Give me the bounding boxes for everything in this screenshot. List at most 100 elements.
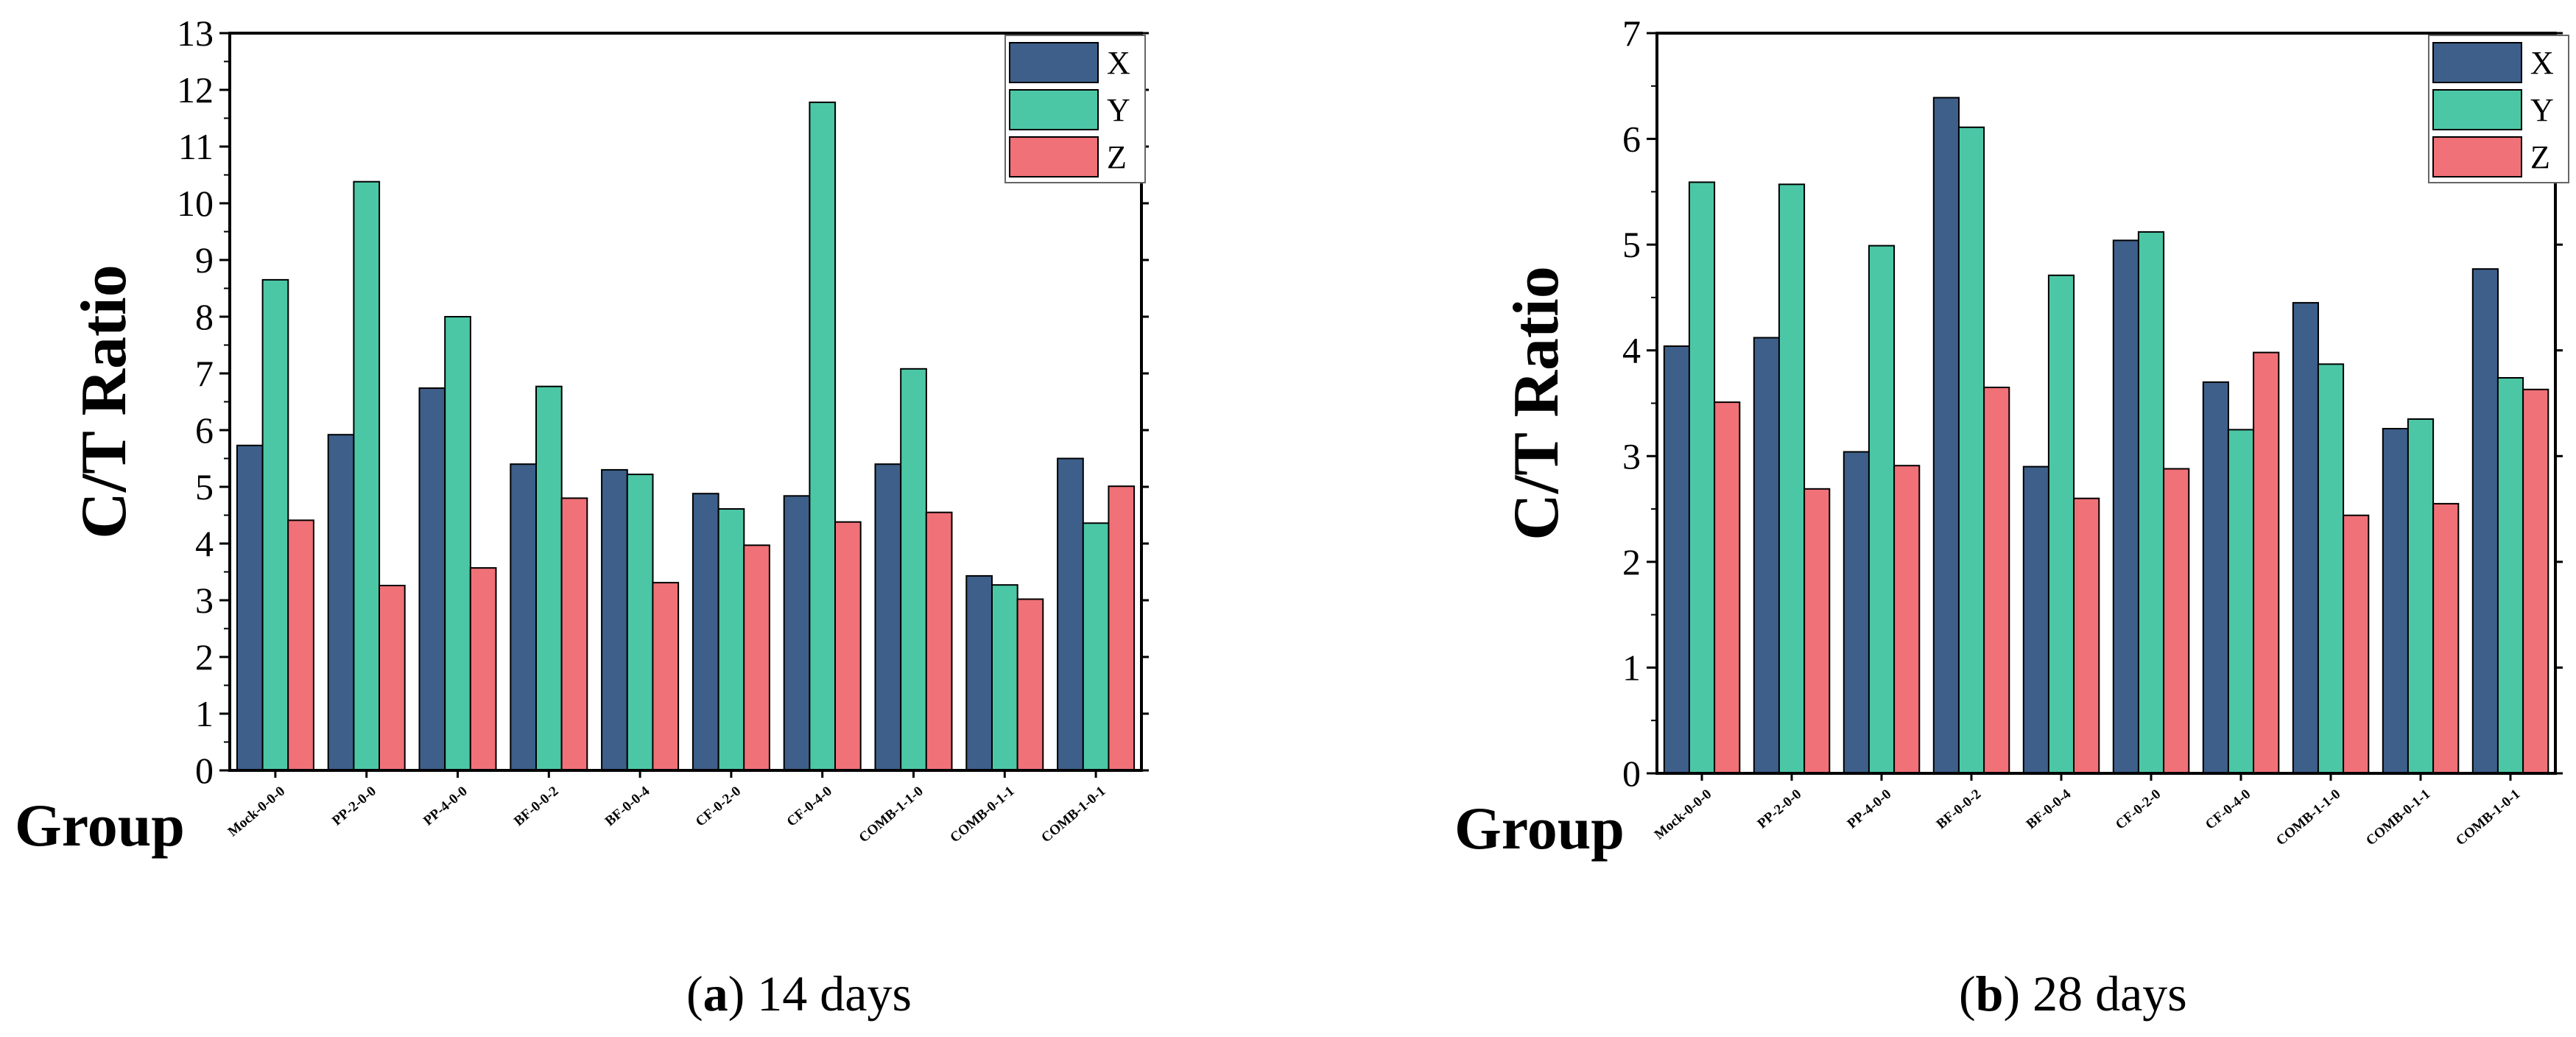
x-tick-label: COMB-0-1-1	[947, 784, 1017, 846]
bar-x-pp-2-0-0	[1753, 337, 1781, 774]
x-tick-label: BF-0-0-4	[602, 783, 653, 829]
bar-z-mock-0-0-0	[287, 519, 314, 772]
bar-y-pp-4-0-0	[444, 316, 471, 771]
bar-y-mock-0-0-0	[261, 278, 289, 771]
bar-x-bf-0-0-4	[601, 468, 628, 772]
bar-x-comb-1-1-0	[2292, 302, 2320, 775]
bar-x-cf-0-4-0	[2202, 381, 2230, 774]
x-axis-label: Group	[15, 792, 185, 859]
bar-y-pp-2-0-0	[1778, 183, 1806, 775]
bar-x-comb-0-1-1	[2382, 428, 2410, 774]
legend-label-z: Z	[1107, 139, 1127, 175]
bar-y-bf-0-0-4	[2047, 274, 2075, 774]
legend-label-z: Z	[2530, 139, 2550, 175]
bar-x-pp-4-0-0	[418, 387, 446, 771]
y-tick-label: 5	[195, 466, 214, 507]
bar-y-pp-4-0-0	[1868, 245, 1896, 775]
y-tick-label: 3	[1622, 435, 1641, 477]
x-tick-label: COMB-1-0-1	[2453, 787, 2523, 849]
bar-z-comb-0-1-1	[2432, 502, 2460, 775]
bar-z-bf-0-0-4	[652, 582, 680, 771]
y-tick-label: 4	[1622, 330, 1641, 371]
bar-y-bf-0-0-4	[626, 474, 654, 771]
bar-z-comb-1-0-1	[1108, 485, 1136, 771]
bar-y-bf-0-0-2	[535, 385, 563, 771]
y-tick-label: 3	[195, 580, 214, 621]
bar-y-mock-0-0-0	[1688, 181, 1716, 774]
x-tick-label: COMB-1-1-0	[2273, 787, 2343, 849]
legend-label-x: X	[1107, 45, 1130, 81]
y-axis-label: C/T Ratio	[1501, 266, 1572, 540]
chart-caption: (a) 14 days	[686, 966, 912, 1022]
x-tick-label: BF-0-0-2	[511, 784, 561, 829]
bar-x-bf-0-0-4	[2022, 465, 2050, 774]
bar-y-comb-0-1-1	[991, 584, 1018, 772]
y-tick-label: 7	[195, 353, 214, 394]
y-tick-label: 13	[177, 13, 214, 54]
bar-y-comb-1-1-0	[2317, 363, 2345, 774]
y-tick-label: 6	[195, 409, 214, 451]
y-tick-label: 6	[1622, 119, 1641, 160]
x-tick-label: Mock-0-0-0	[225, 784, 288, 840]
bar-y-cf-0-4-0	[2227, 429, 2255, 775]
bar-z-cf-0-2-0	[743, 544, 770, 771]
bar-z-cf-0-4-0	[2253, 351, 2280, 775]
bar-z-bf-0-0-2	[560, 497, 588, 772]
bar-y-comb-1-1-0	[900, 368, 927, 771]
y-tick-label: 10	[177, 183, 214, 224]
bar-z-mock-0-0-0	[1714, 401, 1741, 774]
y-tick-label: 5	[1622, 224, 1641, 265]
x-tick-label: BF-0-0-2	[1934, 787, 1984, 832]
bar-y-cf-0-2-0	[717, 508, 745, 771]
legend-swatch-x	[1009, 42, 1099, 83]
y-tick-label: 12	[177, 69, 214, 110]
y-tick-label: 11	[178, 126, 214, 167]
bar-z-cf-0-4-0	[834, 521, 862, 771]
bar-x-mock-0-0-0	[1663, 345, 1691, 774]
x-tick-label: PP-2-0-0	[1755, 787, 1805, 832]
y-tick-label: 1	[1622, 647, 1641, 688]
y-tick-label: 1	[195, 693, 214, 734]
bar-z-comb-0-1-1	[1016, 598, 1044, 771]
bar-z-bf-0-0-4	[2073, 497, 2100, 774]
bar-z-bf-0-0-2	[1983, 387, 2010, 774]
bar-y-comb-1-0-1	[2496, 377, 2524, 774]
x-tick-label: BF-0-0-4	[2024, 786, 2074, 832]
y-tick-label: 0	[1622, 753, 1641, 794]
bar-x-cf-0-2-0	[2112, 239, 2140, 774]
legend-label-y: Y	[1107, 92, 1130, 128]
bar-x-comb-1-1-0	[874, 463, 902, 771]
chart-14-days: Mock-0-0-0 PP-2-0-0 PP-4-0-0 BF-0-0-2 BF-0-0…	[15, 13, 1149, 1022]
legend-swatch-y	[2432, 89, 2522, 130]
x-tick-label: PP-4-0-0	[420, 784, 471, 829]
legend-label-y: Y	[2530, 92, 2554, 128]
bar-x-comb-1-0-1	[2471, 268, 2499, 774]
legend: XYZ	[1004, 35, 1146, 183]
bar-z-comb-1-1-0	[925, 511, 953, 771]
y-tick-label: 7	[1622, 13, 1641, 54]
legend-label-x: X	[2530, 45, 2554, 81]
x-tick-label: Mock-0-0-0	[1652, 787, 1714, 843]
x-tick-label: PP-2-0-0	[329, 784, 379, 829]
x-tick-label: CF-0-4-0	[784, 784, 835, 830]
bar-y-cf-0-2-0	[2137, 231, 2165, 774]
y-tick-label: 9	[195, 239, 214, 281]
bar-z-pp-2-0-0	[1803, 488, 1831, 774]
bar-z-pp-2-0-0	[379, 585, 406, 771]
bar-x-cf-0-4-0	[783, 495, 811, 771]
x-tick-label: PP-4-0-0	[1845, 787, 1895, 832]
bar-z-cf-0-2-0	[2163, 468, 2190, 774]
legend-swatch-x	[2432, 42, 2522, 83]
bar-x-bf-0-0-2	[1932, 96, 1960, 775]
bar-z-comb-1-1-0	[2343, 514, 2370, 774]
bar-x-pp-4-0-0	[1843, 451, 1871, 774]
bar-y-cf-0-4-0	[809, 101, 837, 771]
legend: XYZ	[2428, 35, 2569, 183]
bar-x-pp-2-0-0	[327, 434, 355, 771]
bar-x-comb-1-0-1	[1057, 457, 1084, 771]
bar-x-cf-0-2-0	[691, 493, 719, 771]
bar-z-comb-1-0-1	[2522, 388, 2549, 774]
x-axis-label: Group	[1454, 795, 1625, 862]
x-tick-label: CF-0-2-0	[2113, 787, 2164, 833]
